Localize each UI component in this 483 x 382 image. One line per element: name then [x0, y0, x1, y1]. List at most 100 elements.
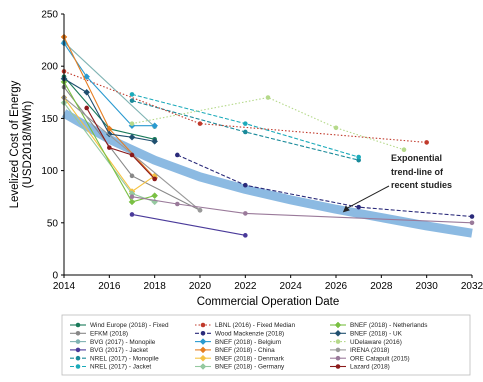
series-7-point-2 — [356, 204, 361, 210]
series-13-point-3 — [128, 133, 136, 141]
series-14-point-0 — [129, 121, 135, 126]
legend-label-9: BNEF (2018) - China — [215, 347, 275, 354]
legend-swatch-marker-17 — [335, 364, 341, 369]
series-12-point-1 — [128, 198, 136, 206]
legend-item-0: Wind Europe (2018) - Fixed — [70, 322, 169, 329]
legend-item-10: BNEF (2018) - Denmark — [195, 354, 285, 362]
series-14 — [129, 95, 407, 153]
y-tick-label-0: 0 — [52, 271, 58, 282]
series-7-point-0 — [175, 152, 180, 158]
legend-item-13: BNEF (2018) - UK — [330, 329, 403, 338]
series-5 — [129, 92, 361, 160]
annotation-line-3: recent studies — [391, 180, 452, 190]
series-line-3 — [131, 213, 246, 236]
series-13-point-4 — [151, 138, 159, 145]
series-16-point-1 — [175, 201, 180, 207]
legend-label-1: EFKM (2018) — [90, 331, 128, 338]
legend-item-17: Lazard (2018) — [330, 364, 390, 371]
trend-line — [61, 109, 473, 238]
legend-item-4: NREL (2017) - Monopile — [70, 355, 159, 362]
series-16 — [129, 194, 475, 226]
legend-item-9: BNEF (2018) - China — [195, 346, 275, 354]
legend-swatch-marker-15 — [335, 347, 341, 353]
legend-swatch-marker-0 — [75, 322, 81, 328]
x-tick-label-3: 2020 — [189, 281, 212, 292]
legend-label-14: UDelaware (2016) — [350, 339, 402, 346]
series-line-7 — [177, 154, 473, 218]
y-tick-label-5: 250 — [41, 10, 58, 21]
legend-label-10: BNEF (2018) - Denmark — [215, 355, 285, 362]
legend-swatch-marker-13 — [334, 329, 342, 337]
series-7 — [175, 152, 475, 219]
legend-item-7: Wood Mackenzie (2018) — [195, 331, 284, 338]
legend-swatch-marker-8 — [199, 338, 207, 345]
series-14-point-2 — [333, 125, 339, 131]
trend-annotation: Exponential trend-line of recent studies — [342, 153, 452, 213]
legend-item-16: ORE Catapult (2015) — [330, 355, 410, 362]
x-tick-label-6: 2026 — [325, 281, 348, 292]
series-17 — [84, 105, 157, 182]
x-axis-title: Commercial Operation Date — [197, 296, 340, 308]
x-tick-label-8: 2030 — [416, 281, 439, 292]
y-axis-title-line-2: (USD2018/MWh) — [22, 101, 34, 189]
series-15-point-1 — [197, 207, 203, 213]
legend-swatch-marker-10 — [199, 354, 207, 362]
series-5-point-1 — [243, 121, 248, 126]
series-17-point-1 — [107, 145, 112, 150]
series-8-point-1 — [83, 73, 91, 80]
legend-item-8: BNEF (2018) - Belgium — [195, 338, 281, 346]
series-16-point-3 — [469, 220, 475, 226]
legend-label-13: BNEF (2018) - UK — [350, 331, 403, 338]
series-7-point-3 — [469, 214, 475, 219]
y-tick-label-2: 100 — [41, 166, 58, 177]
annotation-line-2: trend-line of — [391, 167, 444, 177]
legend-swatch-marker-5 — [75, 364, 81, 369]
legend-item-3: BVG (2017) - Jacket — [70, 347, 148, 354]
x-tick-label-5: 2024 — [280, 281, 303, 292]
series-5-point-2 — [356, 154, 361, 160]
series-4-point-1 — [243, 129, 248, 135]
legend-swatch-marker-4 — [75, 355, 81, 361]
series-16-point-0 — [129, 194, 135, 199]
series-17-point-2 — [129, 152, 135, 158]
series-3 — [129, 212, 248, 238]
series-7-point-1 — [243, 182, 248, 188]
legend-swatch-marker-6 — [200, 322, 206, 328]
series-1-point-1 — [129, 173, 135, 179]
legend-label-5: NREL (2017) - Jacket — [90, 364, 151, 371]
series-6-point-1 — [197, 121, 203, 126]
legend-swatch-marker-7 — [200, 331, 206, 336]
tick-labels: 2014 2016 2018 2020 2022 2024 2026 2028 2030 2032… — [41, 10, 483, 293]
legend-swatch-marker-2 — [75, 339, 81, 344]
series-17-point-3 — [152, 176, 157, 182]
x-tick-label-2: 2018 — [144, 281, 167, 292]
series-group — [60, 33, 475, 238]
legend-item-2: BVG (2017) - Monopile — [70, 339, 156, 346]
legend-item-15: IRENA (2018) — [330, 347, 389, 354]
legend-swatch-marker-11 — [199, 363, 207, 370]
x-tick-label-7: 2028 — [370, 281, 393, 292]
series-14-point-3 — [401, 147, 407, 153]
series-6 — [61, 69, 429, 145]
series-13-point-1 — [83, 88, 91, 96]
x-tick-label-4: 2022 — [234, 281, 257, 292]
y-tick-label-3: 150 — [41, 114, 58, 125]
series-17-point-0 — [84, 105, 89, 111]
legend-label-16: ORE Catapult (2015) — [350, 355, 410, 362]
legend-item-11: BNEF (2018) - Germany — [195, 363, 285, 371]
legend-item-1: EFKM (2018) — [70, 331, 128, 338]
annotation-arrow-line — [346, 185, 390, 209]
legend-item-6: LBNL (2016) - Fixed Median — [195, 322, 295, 329]
series-line-16 — [131, 196, 473, 224]
legend-swatch-marker-3 — [75, 347, 81, 353]
annotation-arrow-head — [342, 205, 350, 213]
series-line-14 — [131, 96, 405, 151]
legend-swatch-marker-14 — [335, 339, 341, 344]
legend-swatch-marker-16 — [335, 355, 341, 361]
plot-background — [64, 14, 472, 275]
legend-label-17: Lazard (2018) — [350, 364, 390, 371]
legend-swatch-marker-9 — [199, 346, 207, 354]
legend-label-11: BNEF (2018) - Germany — [215, 364, 285, 371]
